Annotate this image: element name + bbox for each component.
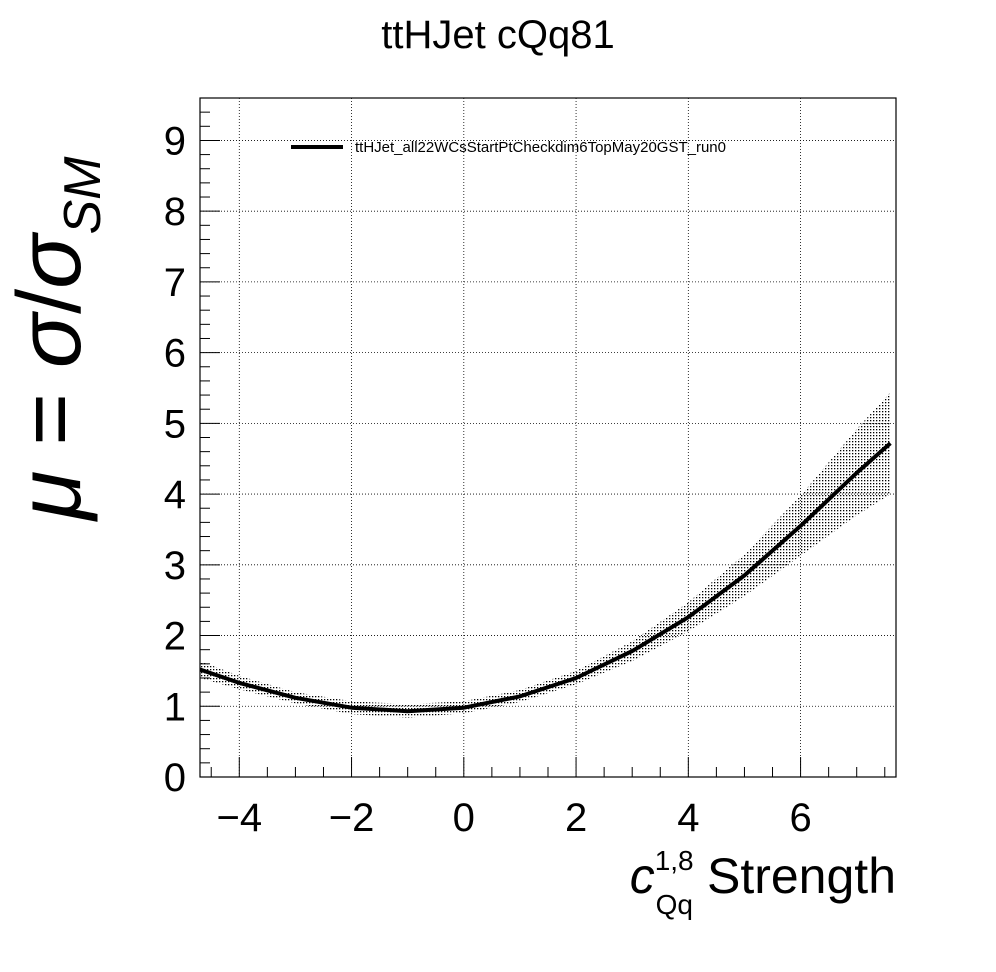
uncertainty-band <box>200 392 891 718</box>
x-tick-labels: −4 −2 0 2 4 6 <box>216 796 811 840</box>
legend-entry-label: ttHJet_all22WCsStartPtCheckdim6TopMay20G… <box>355 139 726 156</box>
y-axis-sigma2: σ <box>0 231 100 289</box>
series-line-layer <box>200 441 892 714</box>
y-tick-labels: 0 1 2 3 4 5 6 7 8 9 <box>164 119 186 800</box>
y-tick-label: 8 <box>164 190 186 234</box>
y-tick-label: 3 <box>164 544 186 588</box>
y-axis-label: μ = σ/σSM <box>0 156 112 522</box>
x-tick-label: −2 <box>329 796 375 840</box>
series-line <box>200 441 892 714</box>
y-tick-label: 2 <box>164 615 186 659</box>
y-tick-label: 6 <box>164 332 186 376</box>
x-axis-label: c1,8 Qq Strength <box>630 845 896 920</box>
x-tick-label: −4 <box>216 796 262 840</box>
x-axis-symbol: c <box>630 848 655 904</box>
y-axis-mu: μ <box>0 471 100 522</box>
x-tick-label: 0 <box>453 796 475 840</box>
y-tick-label: 1 <box>164 685 186 729</box>
y-axis-subscript: SM <box>54 156 112 235</box>
y-tick-label: 0 <box>164 756 186 800</box>
y-tick-label: 7 <box>164 261 186 305</box>
axis-ticks <box>200 97 886 778</box>
plot-frame <box>199 97 897 778</box>
y-tick-label: 5 <box>164 402 186 446</box>
chart-title: ttHJet cQq81 <box>381 13 614 57</box>
y-tick-label: 4 <box>164 473 186 517</box>
legend: ttHJet_all22WCsStartPtCheckdim6TopMay20G… <box>291 139 726 156</box>
grid <box>200 98 896 778</box>
x-tick-label: 4 <box>677 796 699 840</box>
x-tick-label: 2 <box>565 796 587 840</box>
x-axis-text: Strength <box>707 848 896 904</box>
x-axis-subscript: Qq <box>656 889 693 920</box>
x-tick-label: 6 <box>789 796 811 840</box>
y-axis-equals: = <box>0 368 100 471</box>
uncertainty-band-layer <box>200 392 891 718</box>
y-axis-sigma: σ <box>0 310 100 368</box>
y-axis-slash: / <box>0 289 100 314</box>
y-tick-label: 9 <box>164 119 186 163</box>
x-axis-superscript: 1,8 <box>655 845 694 876</box>
